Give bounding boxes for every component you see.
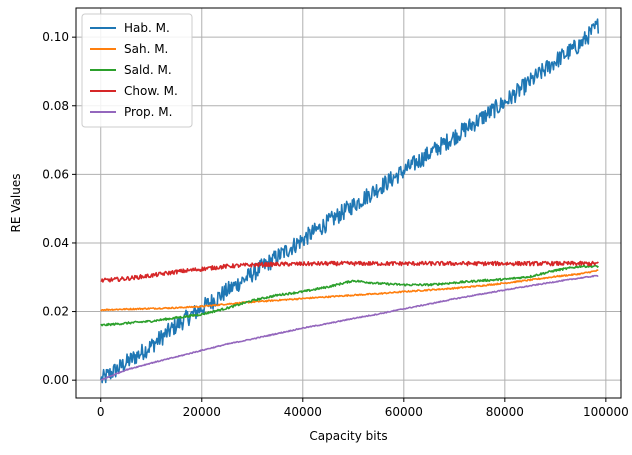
y-tick-label: 0.06 bbox=[42, 167, 69, 181]
x-tick-label: 80000 bbox=[486, 405, 524, 419]
plot-frame bbox=[75, 7, 622, 399]
x-tick-label: 60000 bbox=[385, 405, 423, 419]
legend-label: Sah. M. bbox=[124, 42, 168, 56]
legend-box bbox=[81, 13, 193, 128]
series-line-sald-m bbox=[100, 264, 599, 327]
legend-label: Sald. M. bbox=[124, 63, 172, 77]
y-tick-label: 0.08 bbox=[42, 99, 69, 113]
legend: Hab. M. Sah. M. Sald. M. Chow. M. Prop. M. bbox=[81, 13, 193, 128]
y-tick-label: 0.00 bbox=[42, 373, 69, 387]
y-axis-label: RE Values bbox=[9, 174, 23, 233]
legend-label: Hab. M. bbox=[124, 21, 170, 35]
x-tick-label: 20000 bbox=[183, 405, 221, 419]
series-line-sah-m bbox=[100, 269, 599, 312]
x-tick-label: 0 bbox=[97, 405, 105, 419]
series-layer bbox=[99, 18, 600, 384]
y-tick-label: 0.10 bbox=[42, 30, 69, 44]
x-axis-label: Capacity bits bbox=[309, 429, 387, 443]
legend-label: Prop. M. bbox=[124, 105, 172, 119]
x-tick-label: 40000 bbox=[284, 405, 322, 419]
x-tick-label: 100000 bbox=[583, 405, 629, 419]
y-axis-ticks: 0.00 0.02 0.04 0.06 0.08 0.10 bbox=[42, 30, 76, 387]
y-tick-label: 0.02 bbox=[42, 305, 69, 319]
series-line-prop-m bbox=[100, 274, 599, 381]
legend-label: Chow. M. bbox=[124, 84, 178, 98]
y-tick-label: 0.04 bbox=[42, 236, 69, 250]
series-line-hab-m bbox=[99, 18, 600, 384]
x-axis-ticks: 0 20000 40000 60000 80000 100000 bbox=[97, 398, 629, 419]
series-line-chow-m bbox=[100, 260, 599, 283]
